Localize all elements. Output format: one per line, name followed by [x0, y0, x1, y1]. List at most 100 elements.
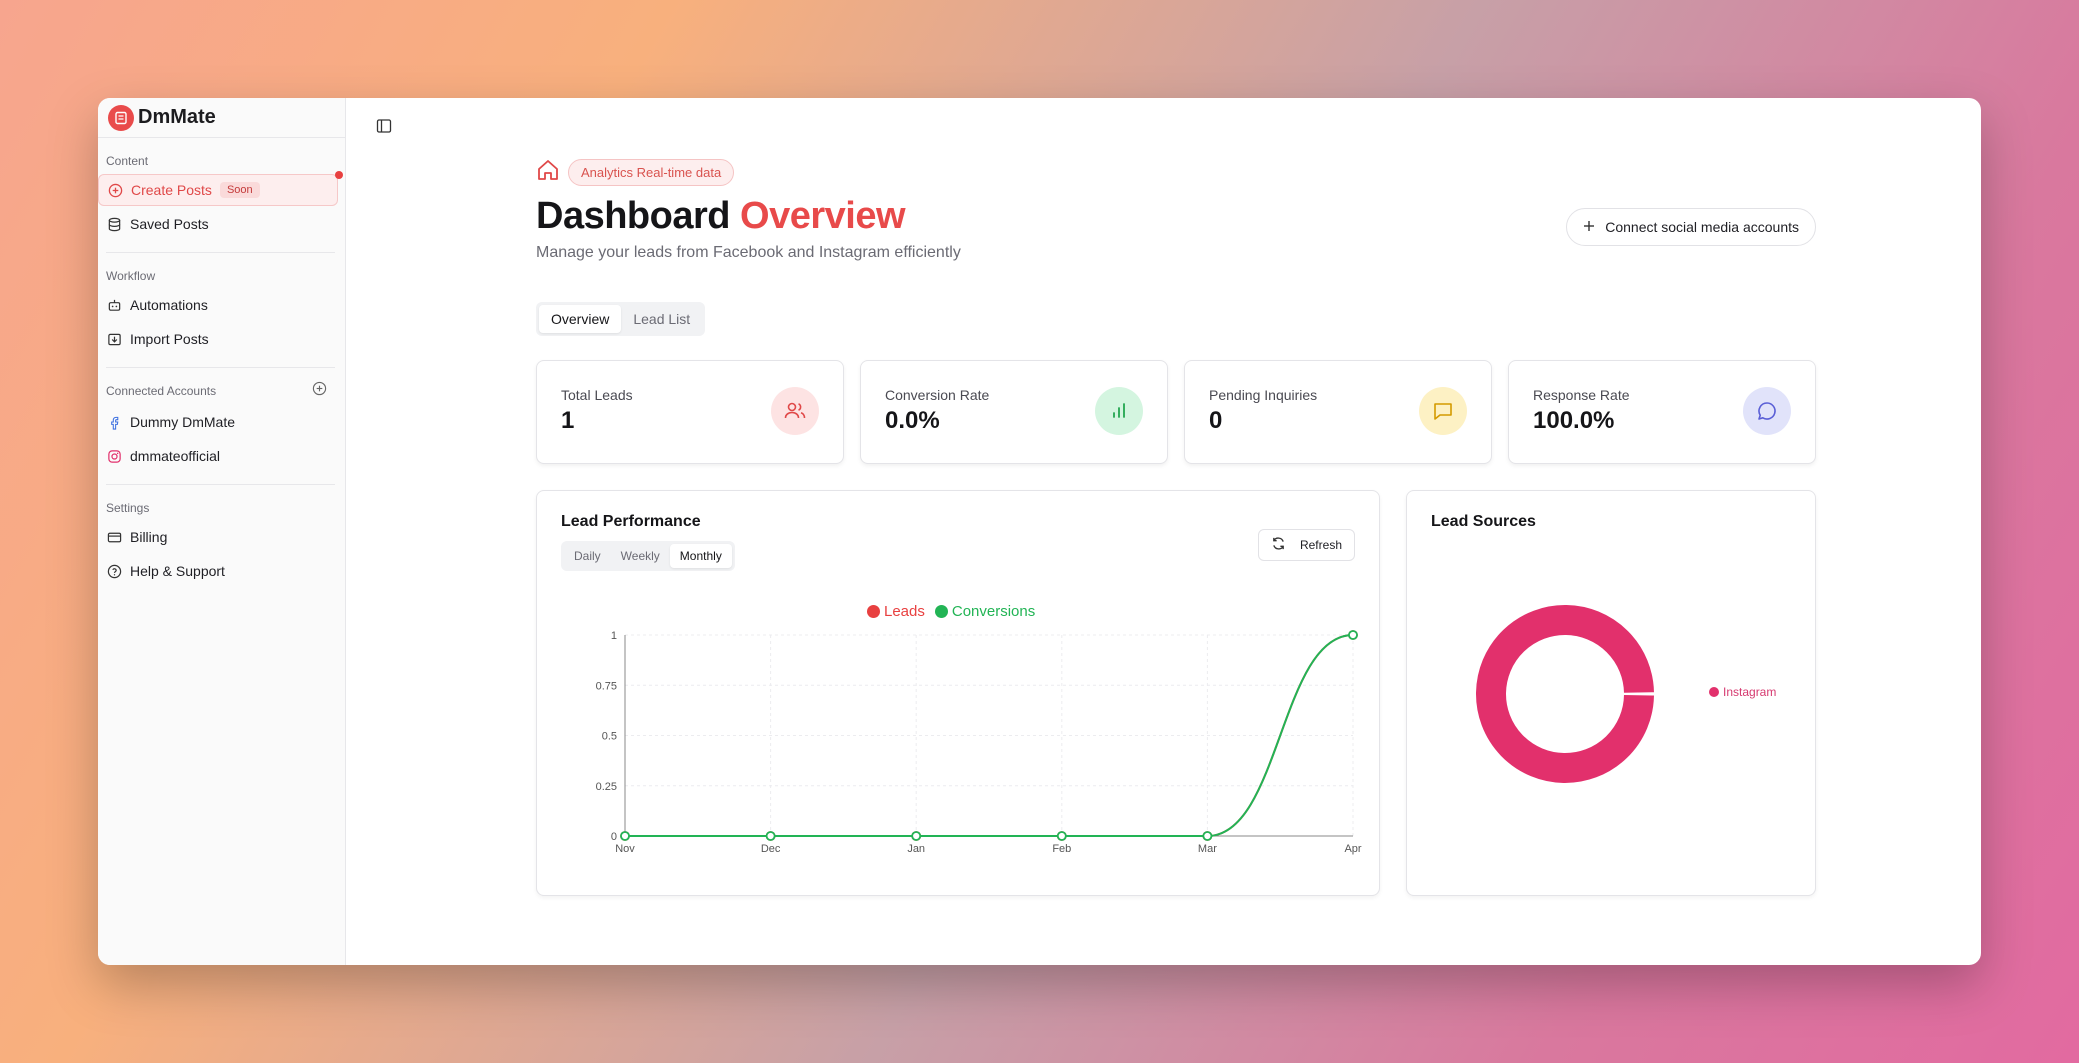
breadcrumb: Analytics Real-time data: [536, 158, 1816, 187]
y-tick-label: 0.5: [602, 731, 617, 743]
facebook-icon: [106, 414, 122, 430]
stat-label: Response Rate: [1533, 387, 1630, 403]
sidebar-item-label: Import Posts: [130, 331, 209, 347]
sidebar-item-automations[interactable]: Automations: [98, 289, 337, 321]
panel-title: Lead Sources: [1431, 513, 1536, 530]
stat-card-conversion-rate: Conversion Rate 0.0%: [860, 360, 1168, 464]
tab-daily[interactable]: Daily: [574, 549, 601, 563]
data-point: [1056, 831, 1067, 841]
tab-monthly[interactable]: Monthly: [669, 544, 732, 568]
page-title: Dashboard Overview: [536, 195, 1816, 238]
lead-sources-chart: [1476, 605, 1654, 783]
import-icon: [106, 331, 122, 347]
sidebar-item-import-posts[interactable]: Import Posts: [98, 323, 337, 355]
brand-logo-icon: [108, 104, 134, 131]
home-icon[interactable]: [536, 158, 560, 187]
sidebar-item-label: Automations: [130, 297, 208, 313]
panel-title: Lead Performance: [561, 513, 701, 530]
y-tick-label: 1: [611, 630, 617, 642]
sidebar-item-saved-posts[interactable]: Saved Posts: [98, 208, 337, 240]
series-line-conversions: [624, 634, 1354, 837]
instagram-icon: [106, 448, 122, 464]
sidebar-toggle-icon[interactable]: [376, 118, 392, 139]
divider: [106, 484, 335, 485]
legend-dot-icon: [934, 605, 948, 618]
sidebar-item-dummy-dmmate[interactable]: Dummy DmMate: [98, 406, 337, 438]
sidebar-item-label: Saved Posts: [130, 216, 209, 232]
chart-legend: Leads Conversions: [867, 603, 1035, 620]
page-title-accent: Overview: [740, 195, 906, 237]
lead-performance-panel: Lead Performance Daily Weekly Monthly Re…: [536, 490, 1380, 896]
legend-dot-icon: [1709, 687, 1719, 697]
message-square-icon: [1419, 387, 1467, 435]
stat-value: 0: [1209, 407, 1223, 434]
credit-card-icon: [106, 529, 122, 545]
data-point: [620, 831, 630, 841]
stat-card-total-leads: Total Leads 1: [536, 360, 844, 464]
message-circle-icon: [1743, 387, 1791, 435]
section-label-workflow: Workflow: [106, 269, 156, 283]
tab-overview[interactable]: Overview: [539, 305, 622, 333]
database-icon: [106, 216, 122, 232]
brand[interactable]: DmMate: [98, 98, 345, 138]
tab-lead-list[interactable]: Lead List: [633, 311, 691, 327]
sidebar-item-dmmateofficial[interactable]: dmmateofficial: [98, 440, 337, 472]
sidebar-item-billing[interactable]: Billing: [98, 521, 337, 553]
data-point: [1202, 831, 1213, 841]
data-point: [1348, 630, 1358, 640]
refresh-label: Refresh: [1299, 538, 1342, 552]
stat-label: Conversion Rate: [885, 387, 990, 403]
stat-card-response-rate: Response Rate 100.0%: [1508, 360, 1816, 464]
stat-value: 0.0%: [885, 407, 940, 434]
x-tick-label: Feb: [1052, 843, 1071, 855]
sidebar-item-create-posts[interactable]: Create Posts Soon: [98, 171, 343, 206]
stat-label: Total Leads: [561, 387, 633, 403]
legend-label: Leads: [884, 603, 925, 620]
divider: [106, 252, 335, 253]
legend-dot-icon: [867, 605, 880, 618]
section-label-settings: Settings: [106, 501, 150, 515]
y-tick-label: 0: [611, 831, 617, 843]
stats-row: Total Leads 1 Conversion Rate 0.0% Pendi…: [536, 360, 1816, 464]
sidebar-item-label: Billing: [130, 529, 168, 545]
y-tick-label: 0.25: [596, 781, 617, 793]
sidebar-item-label: Dummy DmMate: [130, 414, 236, 430]
legend-item-conversions[interactable]: Conversions: [934, 603, 1035, 620]
x-tick-label: Jan: [907, 843, 925, 855]
y-tick-label: 0.75: [596, 680, 617, 692]
data-point: [911, 831, 922, 841]
stat-card-pending-inquiries: Pending Inquiries 0: [1184, 360, 1492, 464]
legend-item-leads[interactable]: Leads: [867, 603, 925, 620]
stat-value: 1: [561, 407, 575, 434]
refresh-button[interactable]: Refresh: [1257, 529, 1355, 561]
x-tick-label: Dec: [761, 843, 781, 855]
plus-circle-icon: [107, 182, 123, 198]
sidebar-item-help-support[interactable]: Help & Support: [98, 555, 337, 587]
add-account-icon[interactable]: [312, 381, 327, 401]
stat-value: 100.0%: [1533, 407, 1615, 434]
plus-icon: [1583, 219, 1595, 235]
main-content: Analytics Real-time data Dashboard Overv…: [346, 98, 1981, 965]
period-tabs: Daily Weekly Monthly: [561, 541, 735, 571]
sidebar-item-label: dmmateofficial: [130, 448, 221, 464]
bar-chart-icon: [1095, 387, 1143, 435]
connect-accounts-label: Connect social media accounts: [1605, 219, 1799, 235]
legend-item-instagram[interactable]: Instagram: [1709, 685, 1776, 699]
tab-weekly[interactable]: Weekly: [620, 549, 660, 563]
page-title-main: Dashboard: [536, 195, 730, 237]
divider: [106, 367, 335, 368]
x-tick-label: Apr: [1344, 843, 1361, 855]
x-tick-label: Mar: [1198, 843, 1217, 855]
section-label-content: Content: [106, 154, 149, 168]
brand-name: DmMate: [138, 106, 216, 128]
connect-accounts-button[interactable]: Connect social media accounts: [1566, 208, 1816, 246]
notification-dot: [335, 171, 343, 179]
pie-slice-instagram[interactable]: [1476, 605, 1654, 783]
sidebar-item-label: Create Posts: [131, 182, 212, 198]
x-tick-label: Nov: [615, 843, 635, 855]
lead-performance-chart: 0 0.25 0.5 0.75 1 Nov Dec Jan Feb Mar Apr: [596, 630, 1362, 855]
users-icon: [771, 387, 819, 435]
legend-label: Instagram: [1723, 685, 1777, 699]
robot-icon: [106, 297, 122, 313]
lead-sources-panel: Lead Sources Instagram: [1406, 490, 1816, 896]
